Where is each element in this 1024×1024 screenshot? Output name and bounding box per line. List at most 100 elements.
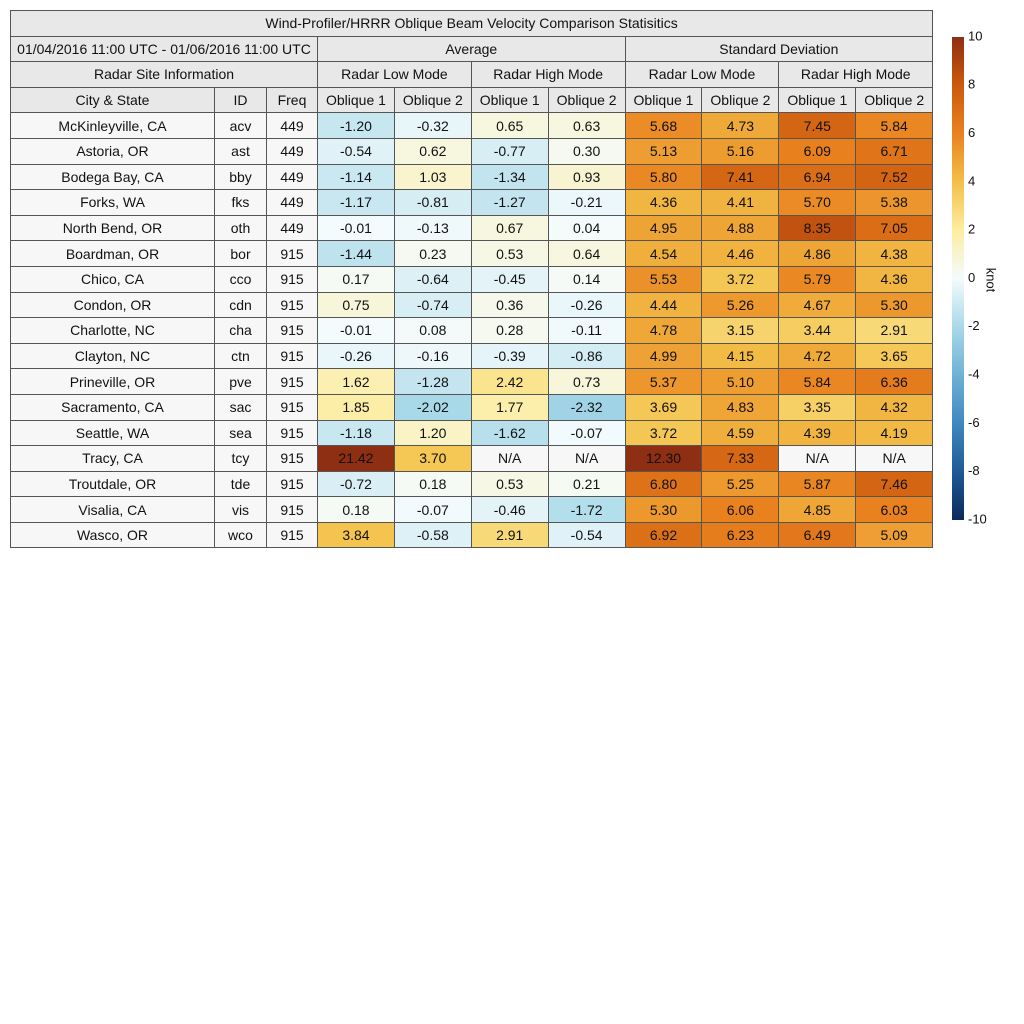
site-cell: bor — [214, 240, 267, 267]
site-cell: cco — [214, 265, 267, 293]
column-header: Oblique 2 — [393, 86, 472, 114]
table-row: Chico, CA cco 915 0.17 -0.64 -0.45 0.14 5.53 3.7… — [10, 265, 934, 293]
value-cell: -0.01 — [317, 214, 395, 242]
value-cell: 5.38 — [855, 189, 934, 216]
value-cell: 0.30 — [547, 137, 626, 165]
value-cell: -1.20 — [317, 112, 395, 139]
value-cell: 5.30 — [624, 496, 703, 523]
colorbar-tick-label: 0 — [968, 270, 975, 285]
value-cell: 4.73 — [701, 112, 780, 139]
value-cell: 4.32 — [855, 393, 934, 421]
site-cell: cdn — [214, 291, 267, 319]
value-cell: 0.21 — [547, 470, 626, 498]
value-cell: 6.71 — [855, 137, 934, 165]
table-row: Charlotte, NC cha 915 -0.01 0.08 0.28 -0.11 4.7… — [10, 317, 934, 344]
site-cell: sea — [214, 419, 267, 447]
value-cell: 3.69 — [624, 393, 703, 421]
value-cell: 3.72 — [624, 419, 703, 447]
mode-header: Radar Low Mode — [624, 61, 780, 88]
colorbar-tick-label: 6 — [968, 125, 975, 140]
value-cell: 0.23 — [393, 240, 472, 267]
value-cell: 5.79 — [778, 265, 857, 293]
value-cell: 5.16 — [701, 137, 780, 165]
table-row: Visalia, CA vis 915 0.18 -0.07 -0.46 -1.72 5.30… — [10, 496, 934, 523]
value-cell: 0.62 — [393, 137, 472, 165]
value-cell: 5.37 — [624, 368, 703, 395]
value-cell: -0.16 — [393, 342, 472, 370]
site-cell: sac — [214, 393, 267, 421]
site-cell: Boardman, OR — [10, 240, 215, 267]
value-cell: -1.28 — [393, 368, 472, 395]
value-cell: 4.15 — [701, 342, 780, 370]
site-cell: bby — [214, 163, 267, 191]
table-row: Bodega Bay, CA bby 449 -1.14 1.03 -1.34 0.93 5.… — [10, 163, 934, 191]
site-cell: 449 — [266, 137, 318, 165]
value-cell: 5.25 — [701, 470, 780, 498]
value-cell: -0.54 — [547, 521, 626, 549]
site-cell: wco — [214, 521, 267, 549]
value-cell: 0.17 — [317, 265, 395, 293]
value-cell: 5.84 — [855, 112, 934, 139]
value-cell: 2.42 — [470, 368, 549, 395]
value-cell: -0.26 — [547, 291, 626, 319]
value-cell: 4.99 — [624, 342, 703, 370]
value-cell: 0.53 — [470, 240, 549, 267]
value-cell: -1.34 — [470, 163, 549, 191]
colorbar-tick-label: -2 — [968, 318, 980, 333]
value-cell: 4.39 — [778, 419, 857, 447]
site-cell: 915 — [266, 521, 318, 549]
table-row: City & State ID Freq Oblique 1 Oblique 2 Obli… — [10, 86, 934, 114]
value-cell: -0.74 — [393, 291, 472, 319]
table-row: Wind-Profiler/HRRR Oblique Beam Velocity… — [9, 10, 934, 37]
site-cell: 915 — [266, 393, 318, 421]
site-cell: Sacramento, CA — [10, 393, 215, 421]
value-cell: -1.62 — [470, 419, 549, 447]
site-cell: Prineville, OR — [10, 368, 215, 395]
colorbar-tick-label: -6 — [968, 415, 980, 430]
site-cell: 915 — [266, 368, 318, 395]
site-cell: Wasco, OR — [10, 521, 215, 549]
value-cell: 0.14 — [547, 265, 626, 293]
value-cell: 5.26 — [701, 291, 780, 319]
value-cell: 3.72 — [701, 265, 780, 293]
table-row: Sacramento, CA sac 915 1.85 -2.02 1.77 -2.32 3.… — [10, 393, 934, 421]
value-cell: -1.14 — [317, 163, 395, 191]
value-cell: 0.73 — [547, 368, 626, 395]
column-header: Freq — [266, 86, 318, 114]
column-header: Oblique 1 — [317, 86, 395, 114]
value-cell: -1.17 — [317, 189, 395, 216]
value-cell: 4.38 — [855, 240, 934, 267]
colorbar-gradient — [952, 37, 964, 520]
value-cell: -0.86 — [547, 342, 626, 370]
site-cell: oth — [214, 214, 267, 242]
value-cell: 3.35 — [778, 393, 857, 421]
site-cell: tcy — [214, 445, 267, 472]
colorbar-tick-label: 2 — [968, 222, 975, 237]
value-cell: 5.53 — [624, 265, 703, 293]
site-cell: Astoria, OR — [10, 137, 215, 165]
colorbar-tick-label: -4 — [968, 367, 980, 382]
stats-table: Wind-Profiler/HRRR Oblique Beam Velocity… — [9, 10, 934, 549]
site-cell: tde — [214, 470, 267, 498]
colorbar-label: knot — [984, 268, 999, 293]
value-cell: 0.65 — [470, 112, 549, 139]
value-cell: 21.42 — [317, 445, 395, 472]
site-cell: 449 — [266, 189, 318, 216]
value-cell: -2.32 — [547, 393, 626, 421]
site-cell: 449 — [266, 112, 318, 139]
value-cell: -0.39 — [470, 342, 549, 370]
value-cell: 0.18 — [317, 496, 395, 523]
column-header: Oblique 1 — [470, 86, 549, 114]
table-row: Clayton, NC ctn 915 -0.26 -0.16 -0.39 -0.86 4.9… — [10, 342, 934, 370]
value-cell: 4.46 — [701, 240, 780, 267]
value-cell: -2.02 — [393, 393, 472, 421]
value-cell: 0.18 — [393, 470, 472, 498]
table-row: Tracy, CA tcy 915 21.42 3.70 N/A N/A 12.30 7.33 N… — [10, 445, 934, 472]
table-row: Boardman, OR bor 915 -1.44 0.23 0.53 0.64 4.54 4… — [10, 240, 934, 267]
value-cell: 4.19 — [855, 419, 934, 447]
site-cell: Seattle, WA — [10, 419, 215, 447]
value-cell: 0.36 — [470, 291, 549, 319]
value-cell: 1.85 — [317, 393, 395, 421]
value-cell: 3.15 — [701, 317, 780, 344]
value-cell: 1.62 — [317, 368, 395, 395]
